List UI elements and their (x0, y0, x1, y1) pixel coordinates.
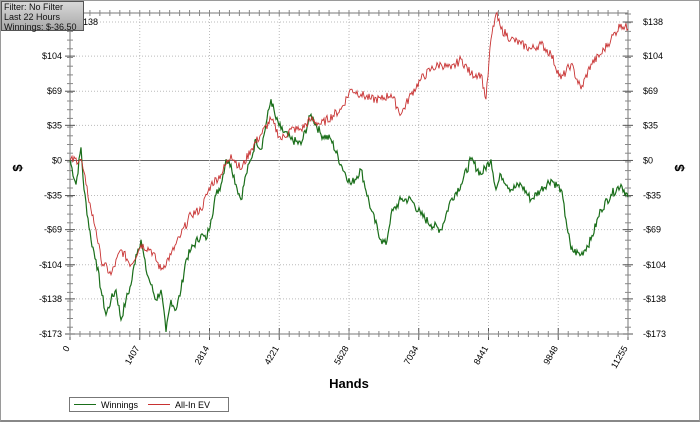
x-tick-label: 2814 (193, 344, 212, 366)
y-tick-label-left: -$104 (39, 260, 62, 270)
tick-labels: $138 $138 $104 $104 $69 $69 $35 $35 $0 $0 -$35 -$35… (39, 17, 666, 370)
y-tick-label-right: -$104 (643, 260, 666, 270)
period-text: Last 22 Hours (4, 12, 61, 22)
filter-info-box: Filter: No Filter Last 22 Hours Winnings… (1, 1, 84, 32)
legend-item-allin-ev: All-In EV (148, 400, 210, 410)
y-tick-label-left: -$173 (39, 329, 62, 339)
y-tick-label-right: $104 (643, 51, 663, 61)
y-tick-label-left: $104 (42, 51, 62, 61)
x-tick-label: 4221 (262, 344, 281, 366)
x-tick-label: 8441 (472, 344, 491, 366)
filter-text: Filter: No Filter (4, 2, 64, 12)
y-tick-label-right: $69 (643, 86, 658, 96)
x-tick-label: 0 (61, 344, 72, 353)
y-axis-title-left: $ (10, 164, 25, 172)
series-lines (69, 11, 629, 333)
x-tick-label: 5628 (332, 344, 351, 366)
y-tick-label-right: $35 (643, 120, 658, 130)
legend-swatch-allin-ev (148, 404, 171, 405)
grid (70, 13, 628, 335)
legend-item-winnings: Winnings (74, 400, 138, 410)
series-line-all-in-ev (69, 11, 629, 277)
winnings-text: Winnings: $-36.50 (4, 22, 77, 32)
y-tick-label-left: $0 (52, 155, 62, 165)
x-tick-label: 1407 (123, 344, 142, 366)
y-tick-label-right: $138 (643, 17, 663, 27)
x-tick-label: 11255 (609, 344, 630, 370)
y-tick-label-left: -$69 (44, 225, 62, 235)
y-tick-label-right: $0 (643, 155, 653, 165)
y-tick-label-right: -$69 (643, 225, 661, 235)
y-tick-label-left: $138 (78, 17, 98, 27)
legend-label: All-In EV (175, 399, 211, 410)
x-tick-label: 9848 (541, 344, 560, 366)
legend-label: Winnings (101, 399, 139, 410)
y-tick-label-right: -$35 (643, 191, 661, 201)
y-tick-label-left: $69 (47, 86, 62, 96)
y-tick-label-left: -$138 (39, 294, 62, 304)
legend-swatch-winnings (74, 404, 96, 405)
y-tick-label-left: -$35 (44, 191, 62, 201)
y-tick-label-right: -$173 (643, 329, 666, 339)
y-axis-title-right: $ (672, 164, 687, 172)
x-axis-title: Hands (329, 376, 369, 391)
x-tick-label: 7034 (402, 344, 421, 366)
legend: Winnings All-In EV (69, 397, 229, 412)
y-tick-label-left: $35 (47, 120, 62, 130)
series-line-winnings (69, 99, 629, 333)
axes (65, 10, 633, 340)
y-tick-label-right: -$138 (643, 294, 666, 304)
